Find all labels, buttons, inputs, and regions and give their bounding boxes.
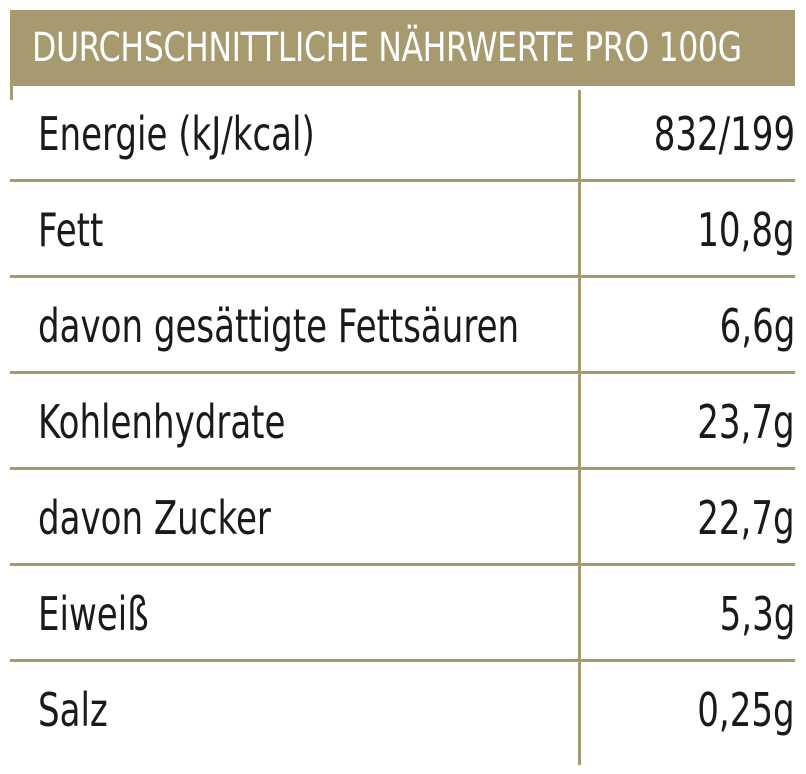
nutrition-table: DURCHSCHNITTLICHE NÄHRWERTE PRO 100G Ene… <box>10 10 795 765</box>
header-left-edge <box>10 86 13 100</box>
row-value: 0,25g <box>697 683 795 737</box>
row-label: Kohlenhydrate <box>38 395 286 449</box>
row-value: 832/199 <box>653 107 795 161</box>
row-label: Energie (kJ/kcal) <box>38 107 315 161</box>
table-row-energy: Energie (kJ/kcal) 832/199 <box>10 86 795 182</box>
table-row-carbohydrates: Kohlenhydrate 23,7g <box>10 374 795 470</box>
table-row-salt: Salz 0,25g <box>10 662 795 758</box>
row-label: davon Zucker <box>38 491 271 545</box>
table-row-protein: Eiweiß 5,3g <box>10 566 795 662</box>
table-title: DURCHSCHNITTLICHE NÄHRWERTE PRO 100G <box>32 25 742 71</box>
table-header: DURCHSCHNITTLICHE NÄHRWERTE PRO 100G <box>10 10 795 86</box>
row-label: Eiweiß <box>38 587 149 641</box>
row-value: 10,8g <box>697 203 795 257</box>
column-divider <box>578 90 581 765</box>
row-label: davon gesättigte Fettsäuren <box>38 299 520 353</box>
table-row-sugar: davon Zucker 22,7g <box>10 470 795 566</box>
table-row-fat: Fett 10,8g <box>10 182 795 278</box>
table-row-saturated-fat: davon gesättigte Fettsäuren 6,6g <box>10 278 795 374</box>
row-label: Fett <box>38 203 104 257</box>
row-value: 22,7g <box>697 491 795 545</box>
row-label: Salz <box>38 683 108 737</box>
row-value: 5,3g <box>719 587 795 641</box>
nutrition-rows: Energie (kJ/kcal) 832/199 Fett 10,8g dav… <box>10 86 795 758</box>
row-value: 6,6g <box>719 299 795 353</box>
row-value: 23,7g <box>697 395 795 449</box>
